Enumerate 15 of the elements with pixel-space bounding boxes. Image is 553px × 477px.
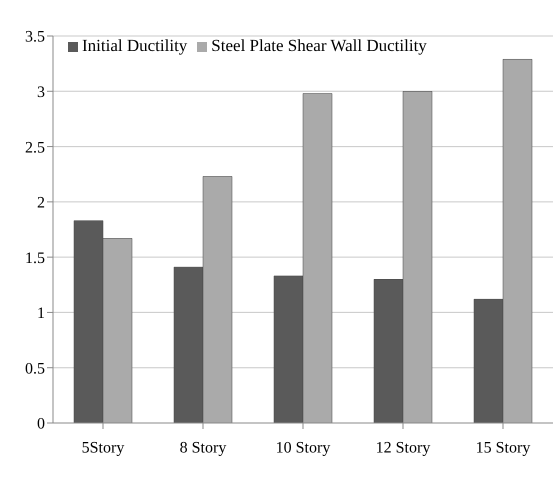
y-tick-label: 1 <box>37 305 45 322</box>
legend-label: Steel Plate Shear Wall Ductility <box>211 36 427 55</box>
legend-label: Initial Ductility <box>82 36 188 55</box>
x-tick-label: 12 Story <box>376 439 430 456</box>
x-tick-label: 10 Story <box>276 439 330 456</box>
y-tick-label: 1.5 <box>25 250 45 267</box>
x-tick-label: 8 Story <box>180 439 226 456</box>
y-tick-label: 3.5 <box>25 28 45 46</box>
x-tick-label: 5Story <box>82 439 124 456</box>
y-tick-label: 2 <box>37 194 45 212</box>
y-tick-label: 3 <box>37 84 45 101</box>
x-tick-label: 15 Story <box>476 439 530 456</box>
y-tick-label: 0.5 <box>25 360 45 378</box>
y-tick-label: 2.5 <box>25 139 45 156</box>
y-tick-label: 0 <box>37 416 45 433</box>
